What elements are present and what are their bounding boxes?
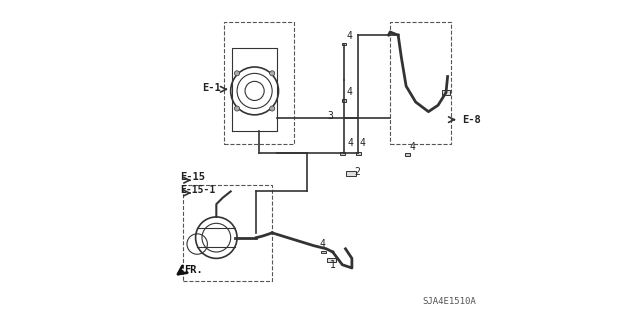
Bar [346,171,356,176]
Bar [405,153,410,156]
Text: 4: 4 [347,138,353,148]
Bar [342,43,346,45]
Bar [321,251,326,253]
Text: 1: 1 [330,260,335,270]
Text: E-15: E-15 [180,172,205,182]
Text: 4: 4 [320,239,326,249]
Text: E-1: E-1 [202,83,221,93]
Text: 3: 3 [328,111,333,122]
Bar [326,258,335,262]
Text: 4: 4 [410,142,415,152]
Text: E-8: E-8 [462,115,481,125]
Text: E-15-1: E-15-1 [180,185,216,195]
Text: 4: 4 [346,87,352,97]
Text: 4: 4 [360,138,365,148]
Circle shape [234,71,239,76]
Bar [224,22,294,144]
Text: 2: 2 [355,167,360,177]
Text: SJA4E1510A: SJA4E1510A [422,297,476,306]
Bar [342,99,346,102]
Circle shape [269,71,275,76]
Text: 4: 4 [346,32,352,41]
Circle shape [234,106,239,111]
Circle shape [269,106,275,111]
Bar [356,152,361,154]
Text: FR.: FR. [184,264,203,275]
Bar [442,90,451,95]
Bar [390,22,451,144]
Bar [340,152,345,154]
Bar [183,185,272,281]
